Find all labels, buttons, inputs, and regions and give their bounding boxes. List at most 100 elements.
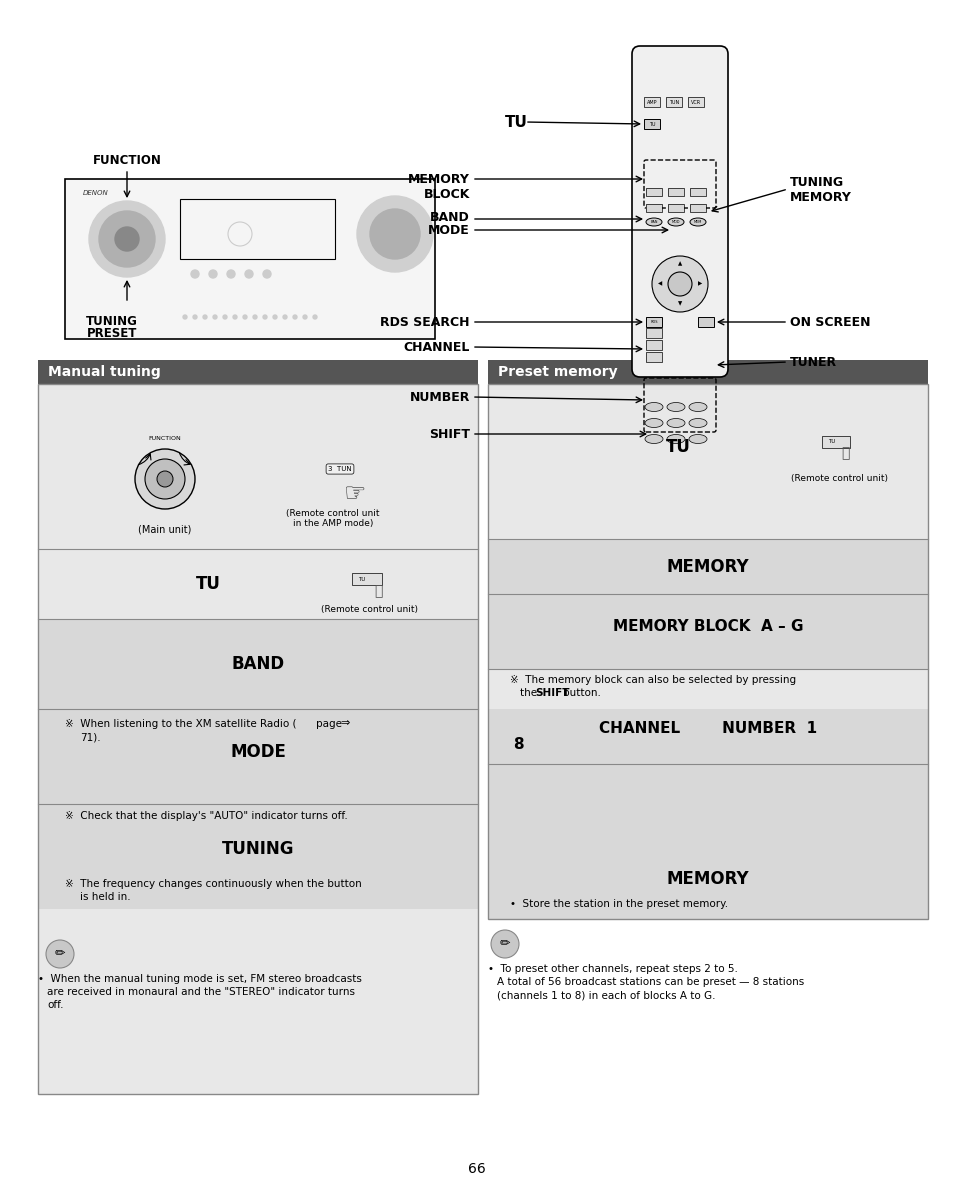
Circle shape bbox=[209, 270, 216, 278]
Text: ※  Check that the display's "AUTO" indicator turns off.: ※ Check that the display's "AUTO" indica… bbox=[65, 811, 348, 821]
Ellipse shape bbox=[667, 218, 683, 225]
Circle shape bbox=[227, 270, 234, 278]
Text: (Remote control unit
in the AMP mode): (Remote control unit in the AMP mode) bbox=[286, 510, 379, 529]
Circle shape bbox=[145, 459, 185, 499]
Bar bbox=[643, 97, 659, 107]
Text: RDS: RDS bbox=[650, 320, 657, 324]
Text: FUNCTION: FUNCTION bbox=[92, 153, 161, 167]
Bar bbox=[488, 540, 927, 594]
Bar bbox=[65, 179, 435, 339]
Bar bbox=[645, 353, 661, 362]
Bar bbox=[667, 204, 683, 212]
Text: button.: button. bbox=[562, 688, 600, 698]
Ellipse shape bbox=[688, 434, 706, 444]
Ellipse shape bbox=[666, 418, 684, 428]
Text: ⇒: ⇒ bbox=[340, 718, 350, 728]
Text: MEM: MEM bbox=[693, 219, 701, 224]
Text: TU: TU bbox=[827, 439, 835, 444]
Bar bbox=[687, 97, 703, 107]
Text: off.: off. bbox=[47, 1000, 64, 1010]
Bar bbox=[665, 97, 681, 107]
Bar bbox=[180, 199, 335, 259]
Circle shape bbox=[135, 448, 194, 510]
Ellipse shape bbox=[688, 418, 706, 428]
Circle shape bbox=[213, 315, 216, 319]
Bar bbox=[488, 764, 927, 918]
Bar bbox=[698, 317, 713, 327]
Text: MODE: MODE bbox=[428, 223, 470, 236]
Bar bbox=[488, 360, 927, 384]
Circle shape bbox=[667, 272, 691, 296]
Circle shape bbox=[223, 315, 227, 319]
Bar bbox=[352, 573, 381, 585]
Text: TU: TU bbox=[195, 576, 220, 594]
Text: are received in monaural and the "STEREO" indicator turns: are received in monaural and the "STEREO… bbox=[47, 987, 355, 998]
Text: MODE: MODE bbox=[230, 742, 286, 760]
Text: TUNING: TUNING bbox=[221, 839, 294, 857]
Bar bbox=[689, 188, 705, 195]
Ellipse shape bbox=[644, 403, 662, 411]
Text: TU: TU bbox=[648, 121, 655, 127]
Circle shape bbox=[303, 315, 307, 319]
Text: TUNER: TUNER bbox=[789, 355, 836, 368]
Text: ※  The frequency changes continuously when the button: ※ The frequency changes continuously whe… bbox=[65, 879, 361, 888]
Bar bbox=[352, 573, 381, 585]
Text: 8: 8 bbox=[513, 737, 523, 752]
Text: (Main unit): (Main unit) bbox=[138, 524, 192, 534]
Text: ▶: ▶ bbox=[698, 282, 701, 287]
Ellipse shape bbox=[689, 218, 705, 225]
Bar bbox=[38, 384, 477, 1093]
Text: TUNING: TUNING bbox=[86, 315, 138, 329]
Text: SHIFT: SHIFT bbox=[535, 688, 569, 698]
Text: •  Store the station in the preset memory.: • Store the station in the preset memory… bbox=[510, 899, 727, 909]
Text: ✏: ✏ bbox=[54, 947, 65, 960]
Bar bbox=[667, 204, 683, 212]
Bar bbox=[38, 384, 477, 1093]
Bar bbox=[645, 188, 661, 195]
Text: ON SCREEN: ON SCREEN bbox=[789, 315, 869, 329]
Text: ▼: ▼ bbox=[678, 301, 681, 307]
Text: TUNING: TUNING bbox=[789, 175, 843, 188]
Text: CHANNEL: CHANNEL bbox=[403, 341, 470, 354]
Text: MOD: MOD bbox=[671, 219, 679, 224]
Circle shape bbox=[273, 315, 276, 319]
Ellipse shape bbox=[688, 403, 706, 411]
Text: MEMORY BLOCK  A – G: MEMORY BLOCK A – G bbox=[612, 619, 802, 634]
Circle shape bbox=[651, 257, 707, 312]
FancyBboxPatch shape bbox=[631, 46, 727, 376]
Text: NUMBER: NUMBER bbox=[409, 391, 470, 404]
Bar bbox=[645, 353, 661, 362]
Bar bbox=[645, 204, 661, 212]
Text: DENON: DENON bbox=[83, 189, 109, 195]
Circle shape bbox=[263, 270, 271, 278]
Text: BLOCK: BLOCK bbox=[423, 187, 470, 200]
Bar bbox=[38, 360, 477, 384]
Bar bbox=[645, 317, 661, 327]
Circle shape bbox=[245, 270, 253, 278]
Circle shape bbox=[491, 930, 518, 958]
Bar bbox=[488, 384, 927, 918]
Circle shape bbox=[115, 227, 139, 251]
Bar bbox=[645, 329, 661, 338]
Ellipse shape bbox=[644, 418, 662, 428]
Bar bbox=[643, 119, 659, 129]
Circle shape bbox=[46, 940, 74, 968]
Bar bbox=[38, 709, 477, 805]
Text: ◀: ◀ bbox=[658, 282, 661, 287]
Bar bbox=[698, 317, 713, 327]
Text: TUN: TUN bbox=[668, 100, 679, 104]
Circle shape bbox=[157, 471, 172, 487]
Circle shape bbox=[193, 315, 196, 319]
Text: SHIFT: SHIFT bbox=[429, 428, 470, 440]
Text: AMP: AMP bbox=[646, 100, 657, 104]
Bar bbox=[38, 619, 477, 709]
Text: is held in.: is held in. bbox=[80, 892, 131, 902]
Circle shape bbox=[191, 270, 199, 278]
Circle shape bbox=[233, 315, 236, 319]
Bar bbox=[645, 341, 661, 350]
Text: 3  TUN: 3 TUN bbox=[328, 466, 352, 472]
Bar bbox=[67, 182, 433, 204]
Circle shape bbox=[99, 211, 154, 267]
Text: MEMORY: MEMORY bbox=[408, 173, 470, 186]
Bar bbox=[645, 341, 661, 350]
